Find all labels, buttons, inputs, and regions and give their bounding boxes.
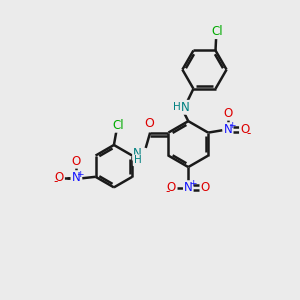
Text: O: O [167, 181, 176, 194]
Text: O: O [240, 123, 249, 136]
Text: O: O [224, 107, 233, 120]
Text: O: O [71, 155, 80, 168]
Text: N: N [224, 123, 233, 136]
Text: O: O [55, 171, 64, 184]
Text: +: + [189, 179, 196, 188]
Text: -: - [165, 185, 169, 198]
Text: N: N [184, 181, 193, 194]
Text: -: - [247, 127, 251, 140]
Text: +: + [76, 169, 84, 178]
Text: N: N [133, 147, 142, 160]
Text: O: O [145, 117, 154, 130]
Text: Cl: Cl [112, 119, 124, 132]
Text: Cl: Cl [211, 25, 223, 38]
Text: +: + [229, 122, 236, 130]
Text: N: N [71, 171, 80, 184]
Text: -: - [53, 175, 57, 188]
Text: O: O [200, 181, 210, 194]
Text: H: H [134, 155, 141, 165]
Text: H: H [173, 102, 181, 112]
Text: N: N [181, 101, 190, 114]
